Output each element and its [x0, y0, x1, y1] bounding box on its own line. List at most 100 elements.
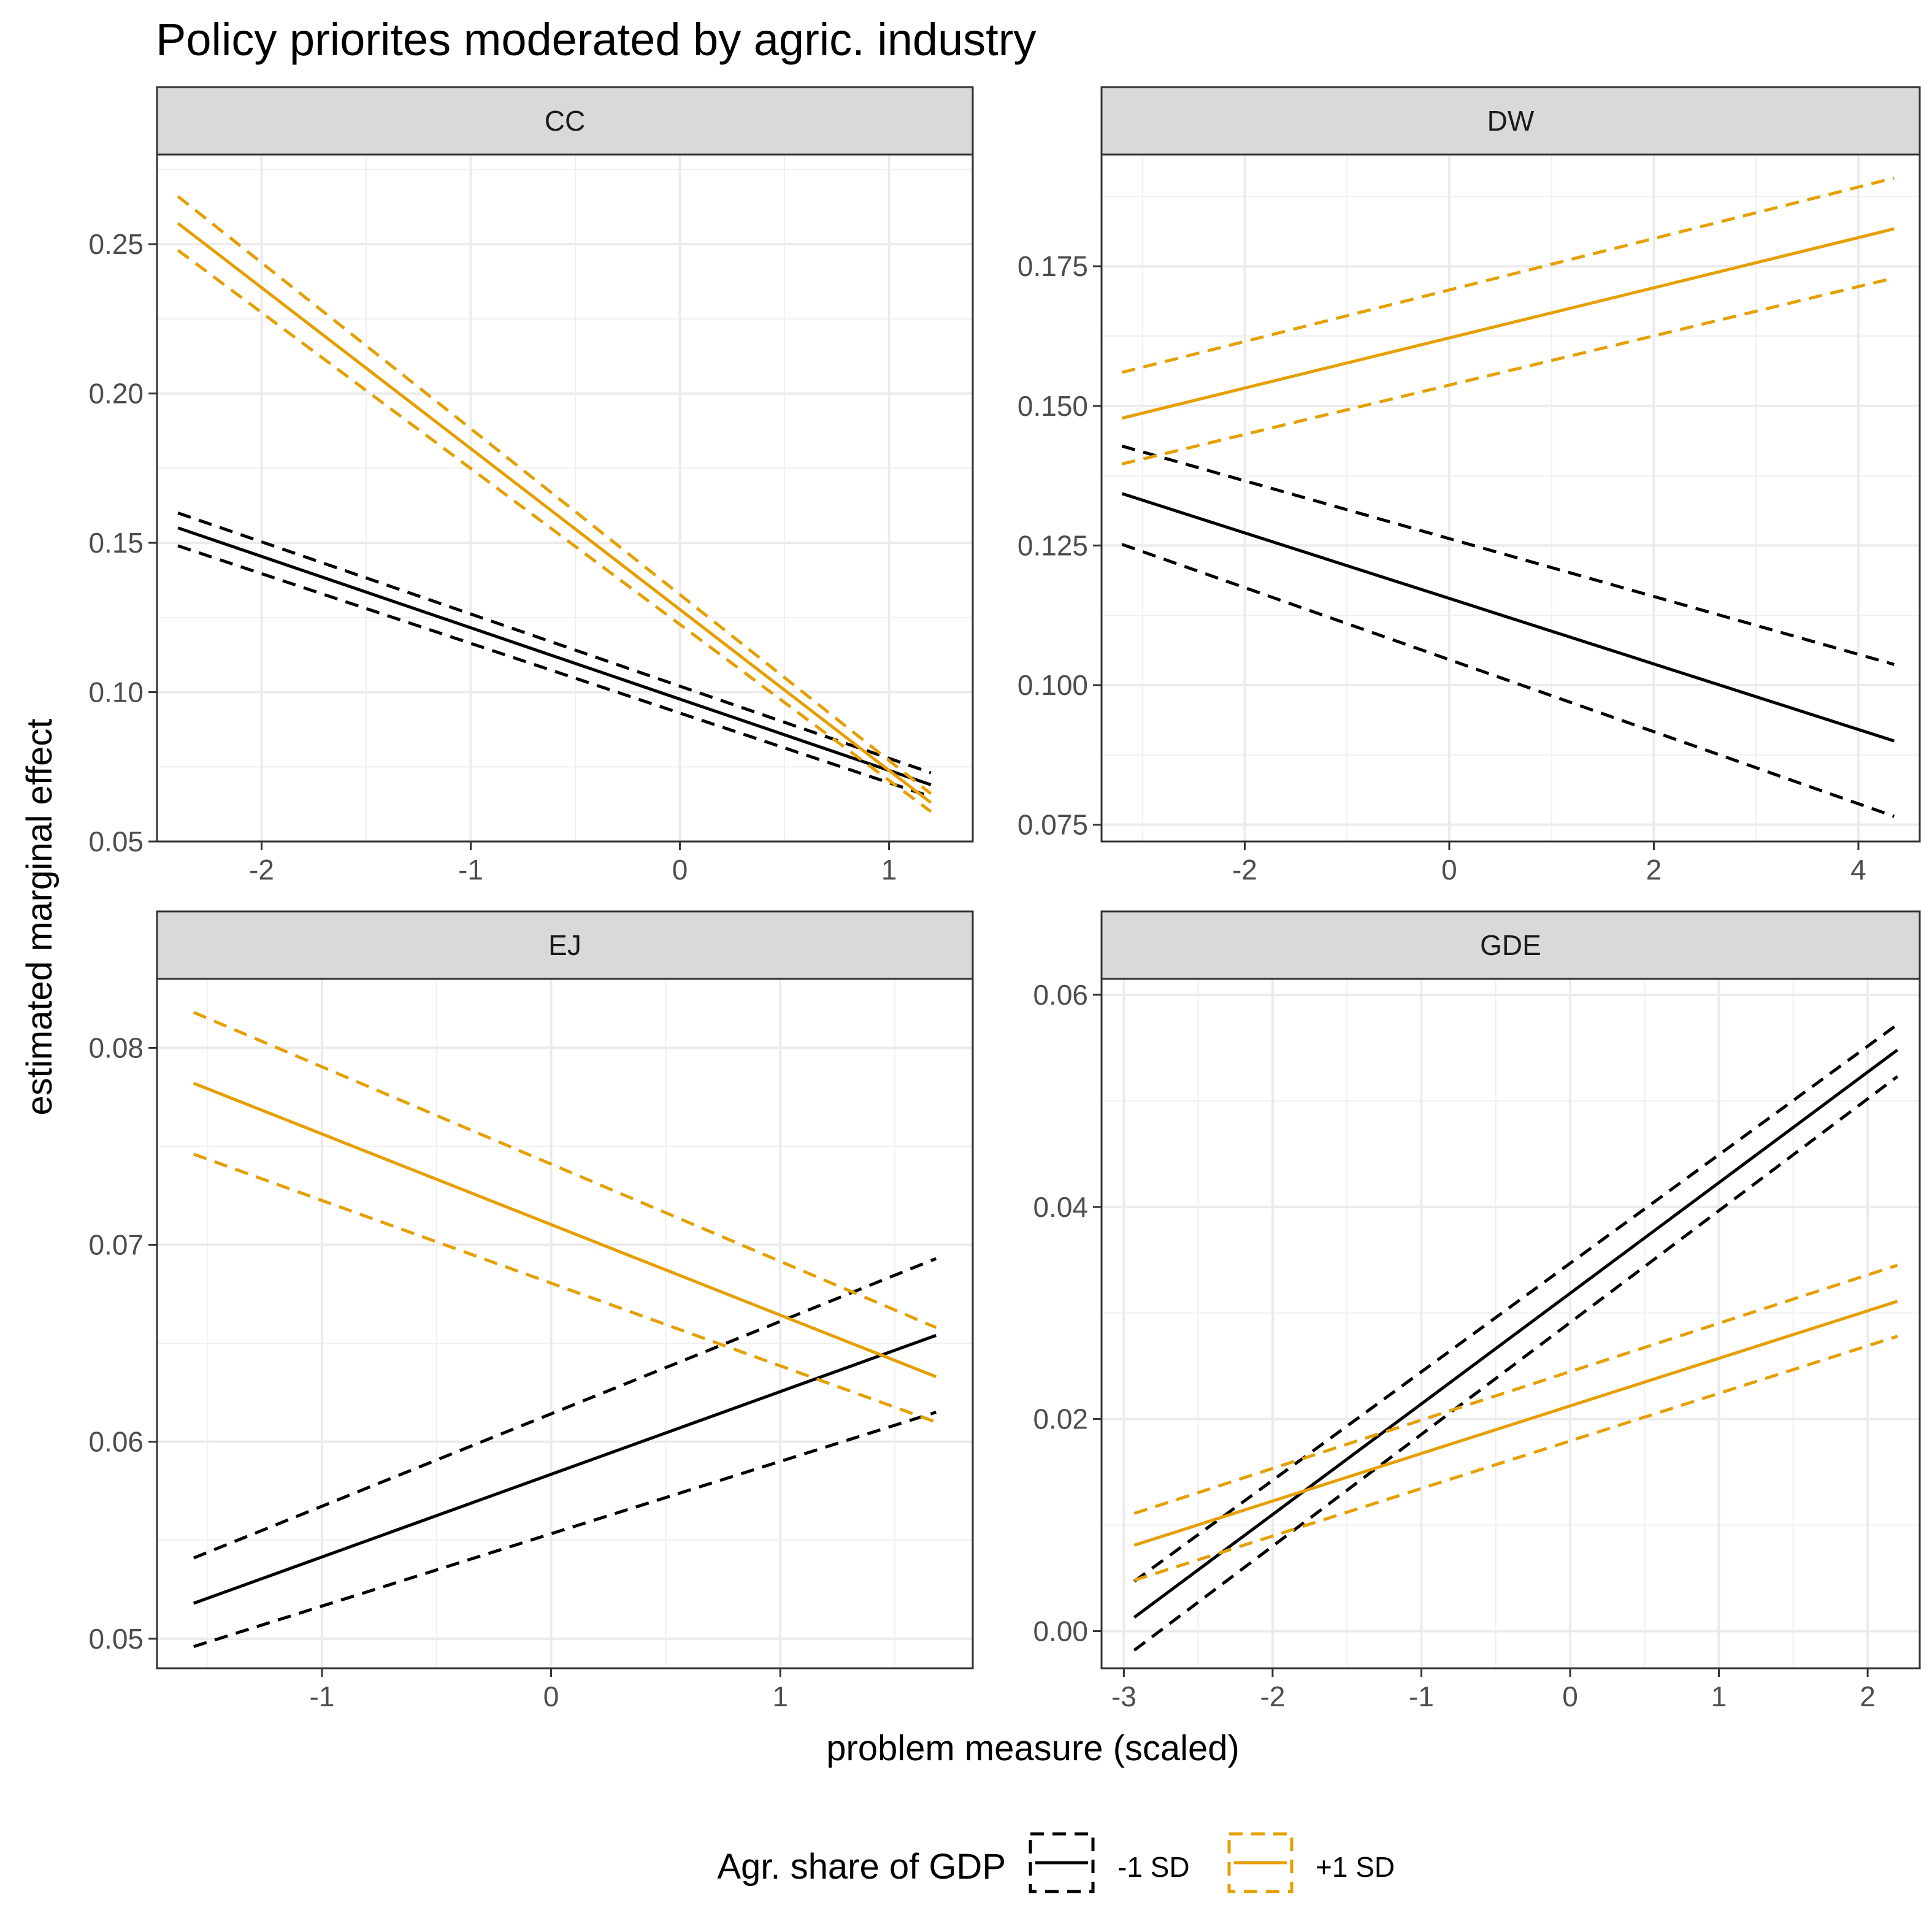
panel-border	[1100, 153, 1921, 843]
y-tick-label: 0.150	[1018, 390, 1088, 422]
y-tick-label: 0.06	[1033, 979, 1088, 1011]
x-tick-label: -2	[1232, 854, 1257, 886]
x-tick-label: -1	[1409, 1681, 1434, 1712]
series-plus-1sd	[177, 195, 932, 813]
panel-background	[157, 155, 973, 841]
lower-bound-line	[1133, 1335, 1898, 1582]
legend-label-minus: -1 SD	[1117, 1851, 1190, 1883]
x-tick-label: -2	[1260, 1681, 1285, 1712]
legend-label-plus: +1 SD	[1316, 1851, 1395, 1883]
upper-bound-line	[177, 195, 932, 795]
x-axis-title: problem measure (scaled)	[826, 1728, 1240, 1768]
x-tick-label: 1	[881, 854, 897, 886]
y-tick-label: 0.05	[88, 1623, 144, 1655]
y-tick-label: 0.175	[1018, 250, 1088, 282]
y-tick-label: 0.07	[88, 1229, 144, 1261]
y-tick-label: 0.20	[88, 378, 144, 410]
y-tick-label: 0.08	[88, 1032, 144, 1064]
x-tick-label: 2	[1646, 854, 1662, 886]
panel-cc: CC -2 -1 0 1 0.05 0.10 0.15 0.20 0.25	[88, 86, 974, 886]
panel-background	[157, 979, 973, 1668]
x-tick-label: 0	[1562, 1681, 1578, 1712]
legend-key-dashed-box	[1029, 1832, 1095, 1893]
x-tick-label: 0	[543, 1681, 559, 1712]
y-tick-label: 0.04	[1033, 1191, 1088, 1223]
axes: -2 -1 0 1 0.05 0.10 0.15 0.20 0.25	[88, 228, 897, 886]
y-tick-label: 0.02	[1033, 1403, 1088, 1435]
axes: -3 -2 -1 0 1 2 0.00 0.02 0.04 0.06	[1033, 979, 1875, 1712]
strip-label: CC	[545, 105, 585, 137]
series-plus-1sd	[1121, 176, 1895, 466]
x-tick-label: 0	[1441, 854, 1457, 886]
legend-key-dashed-box	[1227, 1832, 1294, 1893]
y-tick-label: 0.100	[1018, 669, 1088, 701]
series-minus-1sd	[177, 511, 932, 799]
fit-line	[177, 222, 932, 804]
facet-panels: CC -2 -1 0 1 0.05 0.10 0.15 0.20 0.25 DW -2 0 2 4 0.075…	[88, 86, 1921, 1712]
upper-bound-line	[1121, 444, 1895, 666]
y-axis-title: estimated marginal effect	[20, 719, 59, 1116]
fit-line	[1121, 227, 1895, 420]
fit-line	[1133, 1300, 1898, 1547]
x-tick-label: 4	[1850, 854, 1866, 886]
y-tick-label: 0.125	[1018, 529, 1088, 561]
panel-dw: DW -2 0 2 4 0.075 0.100 0.125 0.150 0.175	[1018, 86, 1921, 886]
legend-keys	[1029, 1832, 1294, 1893]
panel-background	[1102, 155, 1920, 841]
fit-line	[193, 1333, 937, 1605]
axes: -2 0 2 4 0.075 0.100 0.125 0.150 0.175	[1018, 250, 1866, 886]
x-tick-label: 1	[1711, 1681, 1727, 1712]
upper-bound-line	[1133, 1263, 1898, 1515]
panel-gde: GDE -3 -2 -1 0 1 2 0.00 0.02 0.04 0.06	[1033, 910, 1921, 1712]
panel-border	[1100, 978, 1921, 1669]
lower-bound-line	[1121, 543, 1895, 818]
x-tick-label: -1	[458, 854, 483, 886]
panel-border	[156, 978, 974, 1669]
x-tick-label: 2	[1860, 1681, 1876, 1712]
gridlines	[1102, 979, 1920, 1668]
lower-bound-line	[1133, 1075, 1899, 1652]
legend-key-plus-1sd	[1227, 1832, 1294, 1893]
lower-bound-line	[177, 248, 932, 813]
strip-dw	[1100, 86, 1921, 156]
fit-line	[193, 1081, 937, 1379]
y-tick-label: 0.075	[1018, 809, 1088, 841]
upper-bound-line	[177, 511, 932, 775]
legend-key-minus-1sd	[1029, 1832, 1095, 1893]
upper-bound-line	[1133, 1023, 1899, 1583]
y-tick-label: 0.05	[88, 826, 144, 857]
legend: Agr. share of GDP -1 SD +1 SD	[717, 1832, 1395, 1893]
x-tick-label: 1	[772, 1681, 788, 1712]
series-plus-1sd	[193, 1011, 937, 1424]
strip-ej	[156, 910, 974, 980]
y-tick-label: 0.25	[88, 228, 144, 260]
y-tick-label: 0.10	[88, 677, 144, 708]
fit-line	[1133, 1048, 1899, 1619]
strip-label: EJ	[548, 929, 581, 961]
series-minus-1sd	[1133, 1023, 1899, 1652]
x-tick-label: -2	[249, 854, 274, 886]
gridlines	[1102, 155, 1920, 841]
strip-cc	[156, 86, 974, 156]
y-tick-label: 0.06	[88, 1426, 144, 1458]
series-minus-1sd	[1121, 444, 1895, 818]
x-tick-label: -3	[1111, 1681, 1137, 1712]
axes: -1 0 1 0.05 0.06 0.07 0.08	[88, 1032, 788, 1712]
y-tick-label: 0.15	[88, 527, 144, 559]
series-minus-1sd	[193, 1257, 937, 1649]
fit-line	[177, 526, 932, 786]
upper-bound-line	[193, 1257, 937, 1560]
panel-ej: EJ -1 0 1 0.05 0.06 0.07 0.08	[88, 910, 974, 1712]
lower-bound-line	[193, 1411, 937, 1649]
x-tick-label: 0	[672, 854, 688, 886]
chart-title: Policy priorites moderated by agric. ind…	[156, 14, 1036, 65]
upper-bound-line	[193, 1011, 937, 1329]
legend-title: Agr. share of GDP	[717, 1847, 1006, 1887]
strip-gde	[1100, 910, 1921, 980]
strip-label: DW	[1487, 105, 1535, 137]
gridlines	[157, 979, 973, 1668]
fit-line	[1121, 492, 1895, 743]
series-plus-1sd	[1133, 1263, 1898, 1582]
x-tick-label: -1	[310, 1681, 335, 1712]
